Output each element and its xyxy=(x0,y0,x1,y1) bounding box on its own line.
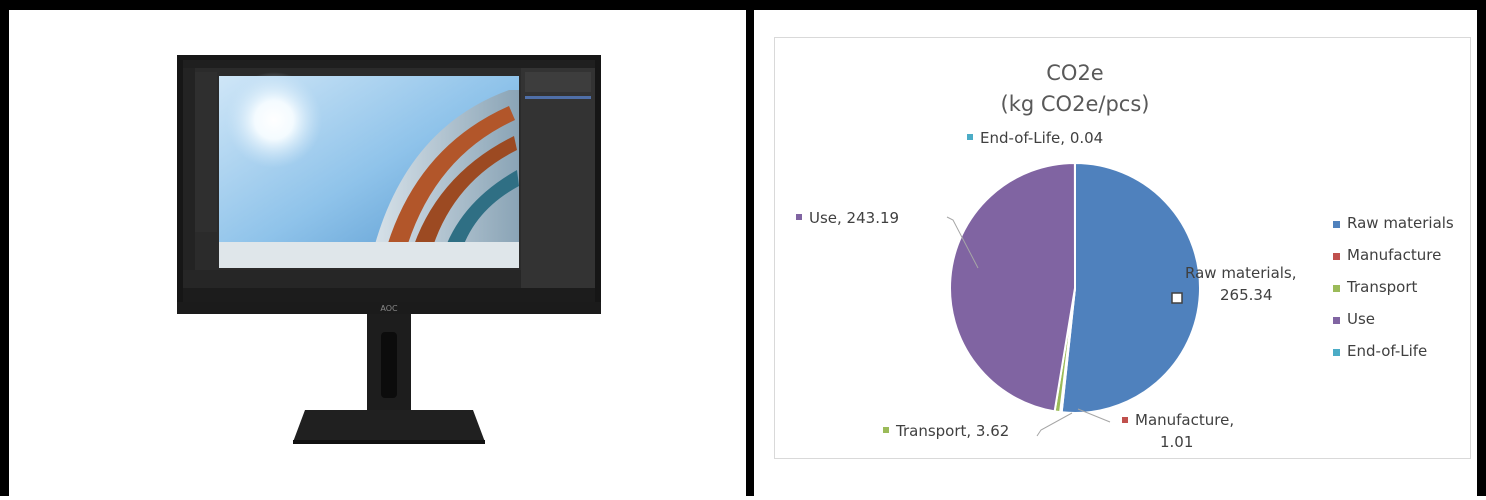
legend-marker-use xyxy=(1333,317,1340,324)
data-label-marker-use xyxy=(796,214,802,220)
pie-slice-raw-materials[interactable] xyxy=(1062,163,1200,413)
chart-title: CO2e xyxy=(1046,61,1103,85)
data-label-raw-materials-line-1: Raw materials, xyxy=(1185,264,1297,282)
legend-label-manufacture: Manufacture xyxy=(1347,246,1441,264)
data-label-manufacture-line-2: 1.01 xyxy=(1160,433,1193,451)
leader-line-transport xyxy=(1037,413,1072,436)
panel-divider xyxy=(746,0,754,496)
legend-label-transport: Transport xyxy=(1346,278,1418,296)
pie-slice-use[interactable] xyxy=(950,163,1075,411)
legend-marker-transport xyxy=(1333,285,1340,292)
legend-marker-raw-materials xyxy=(1333,221,1340,228)
pie-chart: CO2e (kg CO2e/pcs) Raw materials, 265.34 M… xyxy=(775,38,1470,458)
data-label-marker-end-of-life xyxy=(967,134,973,140)
monitor-base xyxy=(293,410,485,442)
data-label-raw-materials-line-2: 265.34 xyxy=(1220,286,1273,304)
data-label-transport: Transport, 3.62 xyxy=(895,422,1009,440)
data-label-use: Use, 243.19 xyxy=(809,209,899,227)
monitor-icon: AOC xyxy=(9,10,746,496)
legend-label-use: Use xyxy=(1347,310,1375,328)
chart-area: CO2e (kg CO2e/pcs) Raw materials, 265.34 M… xyxy=(774,37,1471,459)
chart-subtitle: (kg CO2e/pcs) xyxy=(1001,92,1150,116)
legend-label-raw-materials: Raw materials xyxy=(1347,214,1454,232)
brand-logo: AOC xyxy=(380,304,398,313)
legend-label-end-of-life: End-of-Life xyxy=(1347,342,1427,360)
data-label-marker-transport xyxy=(883,427,889,433)
legend-marker-manufacture xyxy=(1333,253,1340,260)
data-label-manufacture-line-1: Manufacture, xyxy=(1135,411,1234,429)
chart-panel: CO2e (kg CO2e/pcs) Raw materials, 265.34 M… xyxy=(754,10,1477,496)
slice-selection-handle[interactable] xyxy=(1172,293,1182,303)
legend-marker-end-of-life xyxy=(1333,349,1340,356)
product-image-panel: AOC xyxy=(9,10,746,496)
data-label-marker-manufacture xyxy=(1122,417,1128,423)
data-label-end-of-life: End-of-Life, 0.04 xyxy=(980,129,1103,147)
